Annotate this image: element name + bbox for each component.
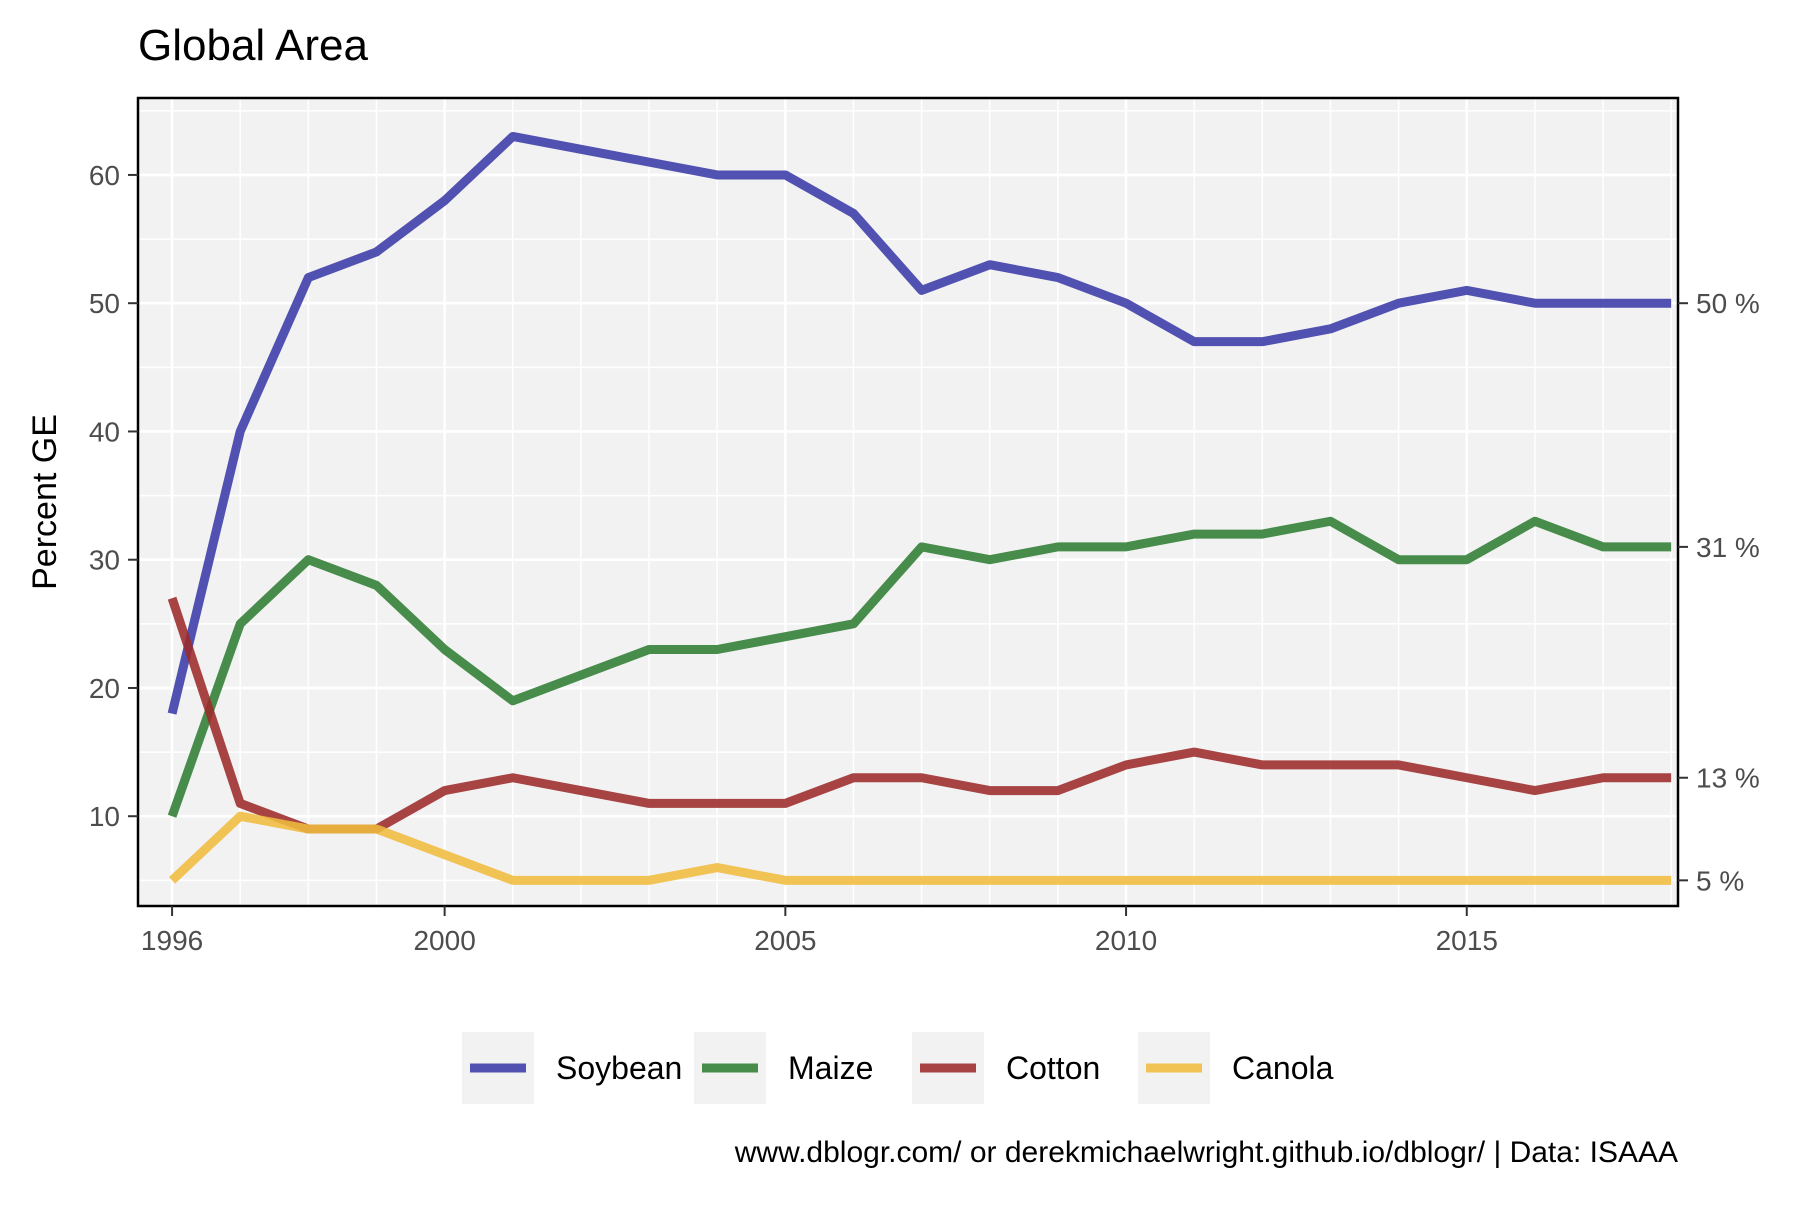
series-line-canola bbox=[168, 811, 1672, 885]
x-tick-label: 2015 bbox=[1436, 925, 1498, 956]
legend-label: Maize bbox=[788, 1050, 873, 1086]
x-tick-label: 2005 bbox=[754, 925, 816, 956]
plot-border bbox=[136, 96, 1680, 908]
y-tick-label: 20 bbox=[89, 673, 120, 704]
grid-minor bbox=[138, 98, 1678, 906]
legend-item-soybean: Soybean bbox=[462, 1032, 682, 1104]
series-layer bbox=[167, 131, 1672, 885]
legend-item-cotton: Cotton bbox=[912, 1032, 1100, 1104]
series-line-cotton bbox=[167, 596, 1672, 834]
y-tick-label: 60 bbox=[89, 160, 120, 191]
x-tick-label: 1996 bbox=[141, 925, 203, 956]
end-labels: 50 % 31 % 13 % 5 % bbox=[1678, 288, 1760, 896]
x-tick-label: 2010 bbox=[1095, 925, 1157, 956]
legend-item-maize: Maize bbox=[694, 1032, 873, 1104]
y-tick-label: 10 bbox=[89, 801, 120, 832]
x-axis: 1996 2000 2005 2010 2015 bbox=[141, 906, 1498, 956]
y-tick-label: 40 bbox=[89, 416, 120, 447]
end-label-cotton: 13 % bbox=[1696, 763, 1760, 794]
y-tick-label: 30 bbox=[89, 545, 120, 576]
x-tick-label: 2000 bbox=[413, 925, 475, 956]
y-axis: 10 20 30 40 50 60 bbox=[89, 160, 138, 832]
end-label-maize: 31 % bbox=[1696, 532, 1760, 563]
plot-panel bbox=[138, 98, 1678, 906]
series-line-maize bbox=[167, 516, 1672, 818]
chart-caption: www.dblogr.com/ or derekmichaelwright.gi… bbox=[734, 1136, 1678, 1169]
chart-title: Global Area bbox=[138, 21, 368, 70]
legend-item-canola: Canola bbox=[1138, 1032, 1334, 1104]
legend-label: Soybean bbox=[556, 1050, 682, 1086]
end-label-canola: 5 % bbox=[1696, 865, 1744, 896]
y-axis-label: Percent GE bbox=[26, 414, 64, 590]
legend-label: Canola bbox=[1232, 1050, 1334, 1086]
y-tick-label: 50 bbox=[89, 288, 120, 319]
legend-label: Cotton bbox=[1006, 1050, 1100, 1086]
series-line-soybean bbox=[167, 131, 1672, 715]
end-label-soybean: 50 % bbox=[1696, 288, 1760, 319]
legend: Soybean Maize Cotton Canola bbox=[462, 1032, 1334, 1104]
